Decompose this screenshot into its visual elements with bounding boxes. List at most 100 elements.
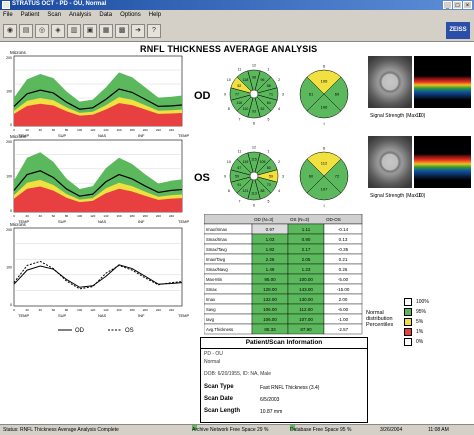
x-num-0-9: 180 — [130, 128, 135, 132]
percentile-swatch-95 — [404, 308, 412, 316]
x-region-0-3: INF — [138, 133, 145, 138]
menu-file[interactable]: File — [3, 12, 13, 18]
os-clock-value-11: 67 — [237, 166, 241, 170]
od-clock-label-2: 1 — [268, 67, 270, 71]
od-clock-label-3: 2 — [278, 78, 280, 82]
menu-help[interactable]: Help — [148, 12, 162, 18]
info-header: Patient/Scan Information — [201, 338, 367, 349]
x-num-2-8: 160 — [116, 308, 121, 312]
graph-axis-label-2: Microns — [10, 222, 27, 227]
x-num-0-3: 60 — [52, 128, 56, 132]
od-quadrant-value-n: 69 — [335, 92, 340, 97]
os-clock-value-3: 80 — [267, 166, 271, 170]
database-space-text: Database Free Space 95 % — [290, 427, 352, 433]
folder-icon[interactable]: ▤ — [19, 24, 33, 38]
od-clock-value-8: 110 — [243, 107, 249, 111]
table-header-3: OD-OS — [326, 217, 341, 222]
table-diff-value-8: -6.00 — [338, 307, 349, 312]
table-od-value-5: 95.00 — [264, 277, 276, 282]
scan-length-row: Scan Length 10.87 mm — [204, 408, 364, 415]
table-icon[interactable]: ▦ — [99, 24, 113, 38]
od-clock-center — [249, 89, 259, 99]
analysis-icon[interactable]: ◈ — [51, 24, 65, 38]
os-quadrant-label-s: S — [323, 146, 326, 151]
table-od-value-2: 1.82 — [266, 247, 275, 252]
x-num-0-10: 200 — [143, 128, 148, 132]
x-num-1-2: 40 — [39, 214, 43, 218]
maximize-button[interactable]: □ — [453, 1, 462, 9]
os-clock-center — [249, 171, 259, 181]
x-num-1-8: 160 — [116, 214, 121, 218]
table-od-value-7: 132.00 — [263, 297, 277, 302]
scan-icon[interactable]: ◎ — [35, 24, 49, 38]
table-row-label-0: Imax/Smax — [206, 227, 228, 232]
minimize-button[interactable]: _ — [443, 1, 452, 9]
y-tick-2-2: 0 — [10, 303, 12, 307]
y-tick-0-0: 200 — [6, 56, 12, 60]
table-row-label-10: Avg.Thickness — [206, 327, 233, 332]
x-num-0-5: 100 — [77, 128, 82, 132]
x-num-1-0: 0 — [13, 214, 15, 218]
table-header-2: OS (N=3) — [290, 217, 310, 222]
table-os-value-0: 1.11 — [302, 227, 311, 232]
percentile-label-100: 100% — [416, 299, 429, 305]
thickness-line-1 — [13, 170, 183, 197]
grid-icon[interactable]: ▩ — [115, 24, 129, 38]
close-button[interactable]: × — [463, 1, 472, 9]
x-region-1-2: NAS — [98, 219, 107, 224]
scan-length-label: Scan Length — [204, 408, 241, 414]
x-region-0-0: TEMP — [18, 133, 29, 138]
title-bar: STRATUS OCT - PD - OU, Normal _ □ × — [0, 0, 474, 10]
os-clock-label-7: 6 — [253, 204, 255, 208]
print-icon[interactable]: ▣ — [83, 24, 97, 38]
camera-icon[interactable]: ◉ — [3, 24, 17, 38]
x-num-0-12: 240 — [169, 128, 174, 132]
arrow-icon[interactable]: ➜ — [131, 24, 145, 38]
archive-space-text: Archive Network Free Space 29 % — [192, 427, 269, 433]
os-quadrant-value-i: 107 — [321, 187, 328, 192]
os-oct-image — [414, 136, 471, 188]
x-num-1-4: 80 — [65, 214, 69, 218]
os-quadrant-t — [299, 158, 325, 194]
x-num-1-12: 240 — [169, 214, 174, 218]
menu-options[interactable]: Options — [120, 12, 141, 18]
od-quadrant-label-i: I — [323, 121, 324, 126]
report-title: RNFL THICKNESS AVERAGE ANALYSIS — [140, 44, 318, 54]
percentile-swatch-1 — [404, 328, 412, 336]
menu-patient[interactable]: Patient — [20, 12, 40, 18]
menu-scan[interactable]: Scan — [47, 12, 62, 18]
table-os-value-3: 2.05 — [302, 257, 311, 262]
od-clock-label-11: 10 — [227, 78, 231, 82]
x-num-1-1: 20 — [25, 214, 29, 218]
table-od-value-8: 106.00 — [263, 307, 277, 312]
menu-analysis[interactable]: Analysis — [69, 12, 92, 18]
table-diff-value-2: -0.35 — [338, 247, 349, 252]
percentile-swatch-100 — [404, 298, 412, 306]
y-tick-0-1: 100 — [6, 90, 12, 94]
x-region-0-1: SUP — [58, 133, 67, 138]
percentile-label-5: 5% — [416, 319, 424, 325]
percentile-label-1: 1% — [416, 329, 424, 335]
od-clock-label-7: 6 — [253, 122, 255, 126]
table-diff-value-3: 0.21 — [339, 257, 348, 262]
report-area: RNFL THICKNESS AVERAGE ANALYSIS Microns 2… — [0, 42, 474, 424]
menu-data[interactable]: Data — [99, 12, 113, 18]
table-od-value-6: 128.00 — [263, 287, 277, 292]
x-region-0-4: TEMP — [178, 133, 189, 138]
od-clock-value-11: 52 — [237, 84, 241, 88]
x-num-0-0: 0 — [13, 128, 15, 132]
chart-icon[interactable]: ▥ — [67, 24, 81, 38]
x-region-1-0: TEMP — [18, 219, 29, 224]
help-icon[interactable]: ? — [147, 24, 161, 38]
normal-band-red-1 — [14, 186, 182, 212]
od-clock-label-1: 12 — [252, 64, 256, 68]
table-diff-value-9: -1.00 — [338, 317, 349, 322]
x-num-2-10: 200 — [143, 308, 148, 312]
legend-label-od: OD — [75, 328, 85, 334]
table-row-label-8: Savg — [206, 307, 216, 312]
od-clock-value-12: 118 — [243, 78, 249, 82]
table-row-label-7: Imax — [206, 297, 216, 302]
table-diff-value-6: -15.00 — [337, 287, 350, 292]
od-quadrant-value-t: 61 — [309, 92, 314, 97]
